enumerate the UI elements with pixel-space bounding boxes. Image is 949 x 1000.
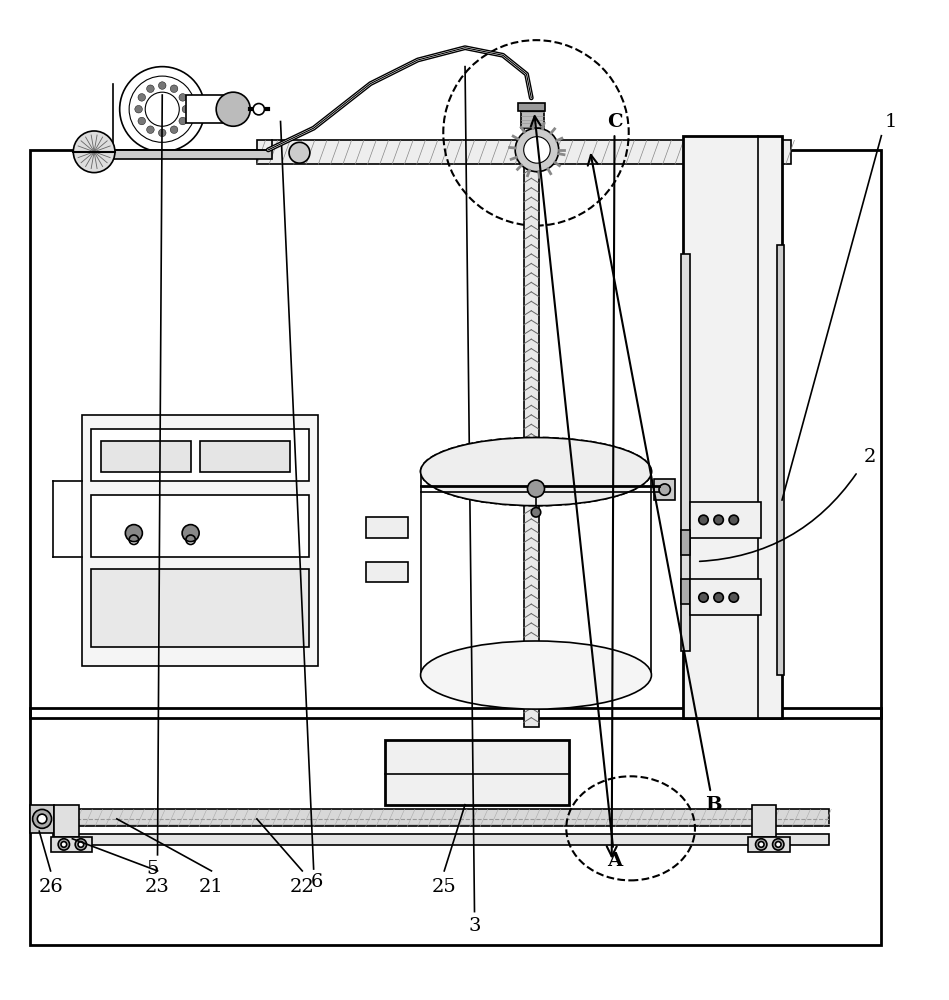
Circle shape xyxy=(182,525,199,542)
Text: 3: 3 xyxy=(468,917,481,935)
Bar xyxy=(113,150,272,159)
Text: 22: 22 xyxy=(289,878,315,896)
Bar xyxy=(91,495,309,557)
Text: 5: 5 xyxy=(146,860,159,878)
Bar xyxy=(680,579,690,604)
Circle shape xyxy=(698,593,708,602)
Text: 1: 1 xyxy=(884,113,897,131)
Circle shape xyxy=(179,94,187,101)
Bar xyxy=(365,562,408,582)
Bar xyxy=(54,805,79,837)
Bar xyxy=(680,254,690,651)
Circle shape xyxy=(120,67,205,152)
Bar xyxy=(91,429,309,481)
Circle shape xyxy=(78,842,84,847)
Circle shape xyxy=(138,94,145,101)
Circle shape xyxy=(698,515,708,525)
Bar xyxy=(524,122,539,727)
Bar xyxy=(690,579,761,615)
Circle shape xyxy=(170,85,177,93)
Circle shape xyxy=(515,128,559,172)
Circle shape xyxy=(58,839,69,850)
Circle shape xyxy=(528,480,545,497)
Circle shape xyxy=(179,117,187,125)
Bar xyxy=(654,479,675,500)
Text: 23: 23 xyxy=(145,878,170,896)
Circle shape xyxy=(743,142,764,163)
Text: 2: 2 xyxy=(864,448,876,466)
Text: B: B xyxy=(587,155,721,814)
Circle shape xyxy=(253,104,265,115)
Bar xyxy=(521,111,544,128)
Circle shape xyxy=(182,105,190,113)
Circle shape xyxy=(775,842,781,847)
Circle shape xyxy=(158,82,166,89)
Bar xyxy=(777,245,784,675)
Circle shape xyxy=(729,593,738,602)
Circle shape xyxy=(170,126,177,133)
Bar xyxy=(690,502,761,538)
Circle shape xyxy=(147,126,154,133)
Bar xyxy=(53,834,829,845)
Text: 6: 6 xyxy=(310,873,323,891)
Text: 25: 25 xyxy=(432,878,456,896)
Text: C: C xyxy=(606,113,623,856)
Circle shape xyxy=(147,85,154,93)
Text: 26: 26 xyxy=(38,878,63,896)
Bar xyxy=(680,530,690,555)
Circle shape xyxy=(531,508,541,517)
Circle shape xyxy=(61,842,66,847)
Circle shape xyxy=(37,814,47,824)
Circle shape xyxy=(659,484,670,495)
Bar xyxy=(50,837,92,852)
Ellipse shape xyxy=(420,438,651,506)
Bar xyxy=(82,415,318,666)
Bar xyxy=(752,805,776,837)
Circle shape xyxy=(758,842,764,847)
Circle shape xyxy=(524,137,550,163)
Circle shape xyxy=(135,105,142,113)
Circle shape xyxy=(729,515,738,525)
Bar xyxy=(384,740,569,805)
Circle shape xyxy=(138,117,145,125)
Bar xyxy=(682,136,782,718)
Circle shape xyxy=(32,809,51,828)
Circle shape xyxy=(714,515,723,525)
Circle shape xyxy=(772,839,784,850)
Bar xyxy=(748,837,790,852)
Bar xyxy=(29,150,882,718)
Circle shape xyxy=(158,129,166,137)
Bar xyxy=(101,441,191,472)
Bar xyxy=(29,805,54,833)
Circle shape xyxy=(755,839,767,850)
Circle shape xyxy=(714,593,723,602)
Bar xyxy=(365,517,408,538)
Bar xyxy=(53,809,829,826)
Circle shape xyxy=(125,525,142,542)
Text: A: A xyxy=(530,116,623,870)
Circle shape xyxy=(289,142,310,163)
Bar xyxy=(186,95,232,123)
Bar xyxy=(257,140,791,164)
Bar xyxy=(29,708,882,945)
Bar xyxy=(200,441,290,472)
Bar xyxy=(518,103,545,111)
Text: 21: 21 xyxy=(199,878,224,896)
Circle shape xyxy=(75,839,86,850)
Bar xyxy=(91,569,309,647)
Circle shape xyxy=(216,92,251,126)
Ellipse shape xyxy=(420,641,651,709)
Circle shape xyxy=(73,131,115,173)
